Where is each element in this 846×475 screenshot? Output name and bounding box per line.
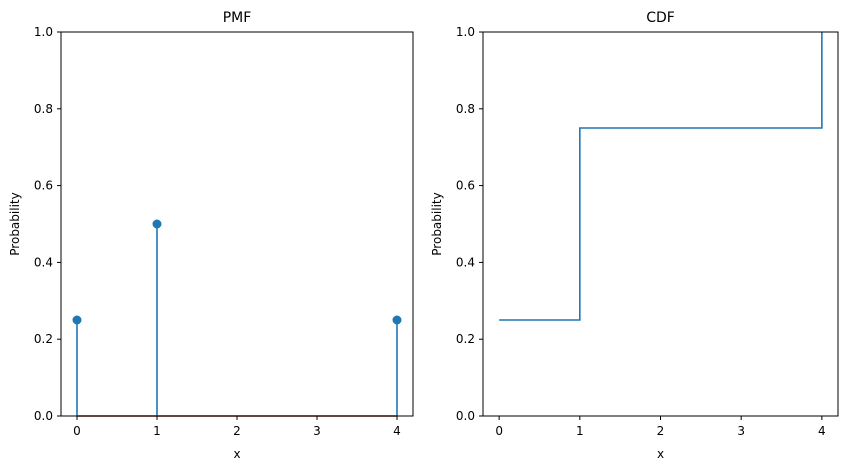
- cdf-x-tick-label: 1: [576, 424, 584, 438]
- pmf-title: PMF: [223, 10, 252, 26]
- cdf-title: CDF: [646, 10, 675, 26]
- cdf-x-tick-label: 0: [495, 424, 503, 438]
- pmf-marker-2: [392, 315, 402, 325]
- cdf-y-tick-label: 0.8: [456, 102, 475, 116]
- pmf-x-tick-label: 3: [313, 424, 321, 438]
- pmf-marker-0: [72, 315, 82, 325]
- cdf-y-tick-label: 0.0: [456, 409, 475, 423]
- cdf-x-tick-label: 2: [657, 424, 665, 438]
- cdf-y-tick-label: 0.6: [456, 179, 475, 193]
- cdf-axes-frame: [482, 31, 839, 417]
- pmf-y-tick-label: 1.0: [34, 25, 53, 39]
- cdf-step-line: [499, 32, 823, 321]
- cdf-x-axis-label: x: [657, 447, 664, 461]
- cdf-y-tick-label: 1.0: [456, 25, 475, 39]
- pmf-y-tick-label: 0.6: [34, 179, 53, 193]
- cdf-y-tick-label: 0.4: [456, 255, 475, 269]
- pmf-marker-1: [152, 219, 162, 229]
- pmf-x-axis-label: x: [233, 447, 240, 461]
- pmf-y-tick-label: 0.8: [34, 102, 53, 116]
- pmf-x-tick-label: 4: [393, 424, 401, 438]
- pmf-y-axis-label: Probability: [8, 192, 22, 255]
- pmf-panel: PMF x Probability 0 1 2 3 4 0.0 0.2 0.4 0.6 0.8 1.…: [8, 10, 414, 461]
- cdf-x-tick-label: 4: [818, 424, 826, 438]
- cdf-y-tick-label: 0.2: [456, 332, 475, 346]
- pmf-axes-frame: [60, 31, 414, 417]
- pmf-y-tick-label: 0.0: [34, 409, 53, 423]
- pmf-x-tick-label: 1: [153, 424, 161, 438]
- pmf-data-marks: [72, 219, 402, 417]
- cdf-data-marks: [499, 32, 823, 321]
- pmf-x-tick-label: 0: [73, 424, 81, 438]
- cdf-x-tick-label: 3: [737, 424, 745, 438]
- pmf-x-tick-label: 2: [233, 424, 241, 438]
- cdf-panel: CDF x Probability 0 1 2 3 4 0.0 0.2 0.4 0.6 0.8 1.…: [430, 10, 839, 461]
- pmf-y-tick-label: 0.2: [34, 332, 53, 346]
- cdf-y-axis-label: Probability: [430, 192, 444, 255]
- pmf-y-tick-label: 0.4: [34, 255, 53, 269]
